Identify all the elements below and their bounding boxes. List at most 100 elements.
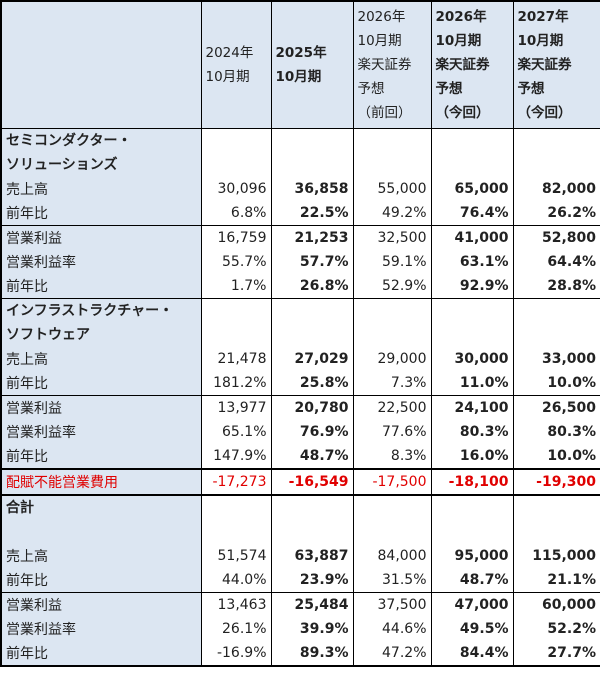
empty-cell bbox=[200, 128, 272, 177]
empty-cell bbox=[512, 128, 600, 177]
empty-cell bbox=[430, 494, 514, 544]
row-label: 配賦不能営業費用 bbox=[0, 468, 202, 496]
value-cell: 20,780 bbox=[270, 395, 354, 420]
value-cell: 82,000 bbox=[512, 177, 600, 201]
value-cell: 16.0% bbox=[430, 444, 514, 469]
column-header: 2026年 10月期 楽天証券 予想 （今回） bbox=[430, 1, 514, 129]
row-label: 営業利益 bbox=[0, 395, 202, 420]
value-cell: 10.0% bbox=[512, 444, 600, 469]
data-row: 前年比 1.7% 26.8% 52.9% 92.9% 28.8% bbox=[0, 274, 600, 299]
value-cell: 26,500 bbox=[512, 395, 600, 420]
value-cell: 27.7% bbox=[512, 641, 600, 666]
value-cell: 48.7% bbox=[270, 444, 354, 469]
value-cell: 31.5% bbox=[352, 568, 432, 593]
value-cell: 11.0% bbox=[430, 371, 514, 396]
section-title: セミコンダクター・ ソリューションズ bbox=[0, 128, 202, 177]
value-cell: 63,887 bbox=[270, 544, 354, 568]
value-cell: 55.7% bbox=[200, 250, 272, 274]
value-cell: 80.3% bbox=[512, 420, 600, 444]
value-cell: 10.0% bbox=[512, 371, 600, 396]
value-cell: 37,500 bbox=[352, 592, 432, 617]
section-title-row: セミコンダクター・ ソリューションズ bbox=[0, 128, 600, 177]
data-row: 前年比 6.8% 22.5% 49.2% 76.4% 26.2% bbox=[0, 201, 600, 226]
value-cell: 13,977 bbox=[200, 395, 272, 420]
data-row: 売上高 51,574 63,887 84,000 95,000 115,000 bbox=[0, 544, 600, 568]
data-row: 売上高 30,096 36,858 55,000 65,000 82,000 bbox=[0, 177, 600, 201]
data-row: 営業利益 13,463 25,484 37,500 47,000 60,000 bbox=[0, 592, 600, 617]
data-row: 営業利益率 55.7% 57.7% 59.1% 63.1% 64.4% bbox=[0, 250, 600, 274]
column-header: 2024年 10月期 bbox=[200, 1, 272, 129]
value-cell: 77.6% bbox=[352, 420, 432, 444]
value-cell: 1.7% bbox=[200, 274, 272, 299]
section-title: インフラストラクチャー・ ソフトウェア bbox=[0, 298, 202, 347]
value-cell: -17,500 bbox=[352, 468, 432, 496]
data-row: 営業利益率 26.1% 39.9% 44.6% 49.5% 52.2% bbox=[0, 617, 600, 641]
value-cell: 36,858 bbox=[270, 177, 354, 201]
value-cell: 52.2% bbox=[512, 617, 600, 641]
value-cell: 48.7% bbox=[430, 568, 514, 593]
value-cell: 8.3% bbox=[352, 444, 432, 469]
section-title-row: 合計 bbox=[0, 494, 600, 544]
value-cell: 64.4% bbox=[512, 250, 600, 274]
value-cell: -16.9% bbox=[200, 641, 272, 666]
value-cell: 21.1% bbox=[512, 568, 600, 593]
value-cell: 26.2% bbox=[512, 201, 600, 226]
value-cell: 84.4% bbox=[430, 641, 514, 666]
section-title: 合計 bbox=[0, 494, 202, 544]
row-label: 営業利益率 bbox=[0, 420, 202, 444]
data-row: 売上高 21,478 27,029 29,000 30,000 33,000 bbox=[0, 347, 600, 371]
value-cell: 22,500 bbox=[352, 395, 432, 420]
value-cell: 24,100 bbox=[430, 395, 514, 420]
value-cell: -18,100 bbox=[430, 468, 514, 496]
empty-cell bbox=[512, 298, 600, 347]
value-cell: 76.9% bbox=[270, 420, 354, 444]
value-cell: 44.0% bbox=[200, 568, 272, 593]
data-row: 配賦不能営業費用 -17,273 -16,549 -17,500 -18,100 -19,… bbox=[0, 468, 600, 496]
data-row: 前年比 147.9% 48.7% 8.3% 16.0% 10.0% bbox=[0, 444, 600, 469]
value-cell: 22.5% bbox=[270, 201, 354, 226]
value-cell: 80.3% bbox=[430, 420, 514, 444]
value-cell: 21,478 bbox=[200, 347, 272, 371]
data-row: 前年比 -16.9% 89.3% 47.2% 84.4% 27.7% bbox=[0, 641, 600, 666]
data-row: 前年比 44.0% 23.9% 31.5% 48.7% 21.1% bbox=[0, 568, 600, 593]
row-label: 売上高 bbox=[0, 544, 202, 568]
value-cell: 13,463 bbox=[200, 592, 272, 617]
empty-cell bbox=[200, 298, 272, 347]
value-cell: 32,500 bbox=[352, 225, 432, 250]
value-cell: 23.9% bbox=[270, 568, 354, 593]
empty-cell bbox=[352, 298, 432, 347]
empty-cell bbox=[270, 128, 354, 177]
value-cell: 115,000 bbox=[512, 544, 600, 568]
value-cell: 49.5% bbox=[430, 617, 514, 641]
row-label: 営業利益 bbox=[0, 592, 202, 617]
value-cell: 89.3% bbox=[270, 641, 354, 666]
empty-cell bbox=[512, 494, 600, 544]
value-cell: 47.2% bbox=[352, 641, 432, 666]
value-cell: 65,000 bbox=[430, 177, 514, 201]
value-cell: 25.8% bbox=[270, 371, 354, 396]
value-cell: 7.3% bbox=[352, 371, 432, 396]
value-cell: 26.8% bbox=[270, 274, 354, 299]
row-label: 営業利益率 bbox=[0, 617, 202, 641]
row-label: 前年比 bbox=[0, 641, 202, 666]
column-header: 2026年 10月期 楽天証券 予想 （前回） bbox=[352, 1, 432, 129]
value-cell: 76.4% bbox=[430, 201, 514, 226]
value-cell: 84,000 bbox=[352, 544, 432, 568]
value-cell: 28.8% bbox=[512, 274, 600, 299]
header-row: 2024年 10月期 2025年 10月期 2026年 10月期 楽天証券 予想 （… bbox=[0, 1, 600, 129]
value-cell: 60,000 bbox=[512, 592, 600, 617]
value-cell: 26.1% bbox=[200, 617, 272, 641]
data-row: 営業利益率 65.1% 76.9% 77.6% 80.3% 80.3% bbox=[0, 420, 600, 444]
value-cell: 51,574 bbox=[200, 544, 272, 568]
value-cell: 21,253 bbox=[270, 225, 354, 250]
data-row: 前年比 181.2% 25.8% 7.3% 11.0% 10.0% bbox=[0, 371, 600, 396]
value-cell: -16,549 bbox=[270, 468, 354, 496]
value-cell: 30,000 bbox=[430, 347, 514, 371]
empty-cell bbox=[352, 494, 432, 544]
value-cell: 33,000 bbox=[512, 347, 600, 371]
value-cell: 29,000 bbox=[352, 347, 432, 371]
row-label: 営業利益 bbox=[0, 225, 202, 250]
value-cell: 41,000 bbox=[430, 225, 514, 250]
value-cell: -19,300 bbox=[512, 468, 600, 496]
